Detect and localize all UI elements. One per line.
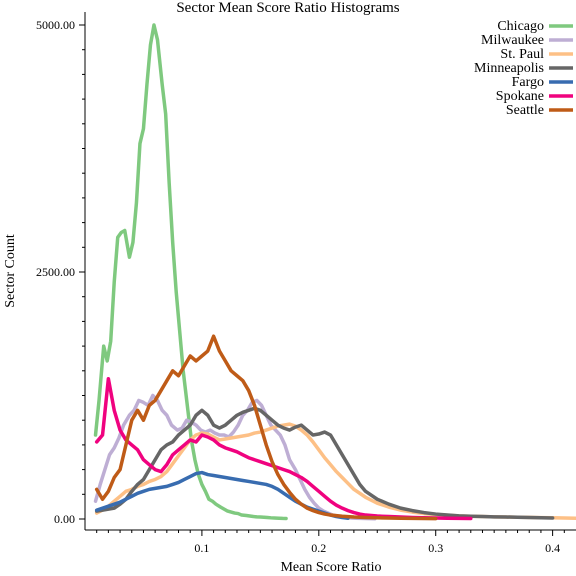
series-line-minneapolis [94, 406, 555, 520]
legend-label-milwaukee: Milwaukee [481, 33, 544, 48]
x-tick-label: 0.2 [311, 541, 326, 555]
y-tick-label: 2500.00 [36, 265, 75, 279]
y-tick-label: 0.00 [54, 512, 75, 526]
y-axis-label: Sector Count [3, 234, 18, 308]
x-tick-label: 0.3 [428, 541, 443, 555]
y-tick-label: 5000.00 [36, 18, 75, 32]
series-line-spokane [94, 376, 473, 521]
series-lines [93, 23, 576, 521]
legend-label-fargo: Fargo [512, 75, 544, 90]
legend-label-st-paul: St. Paul [500, 47, 544, 62]
legend-label-chicago: Chicago [497, 19, 544, 34]
y-axis-ticks: 0.00 2500.00 5000.00 [36, 18, 85, 526]
x-tick-label: 0.1 [194, 541, 209, 555]
x-tick-label: 0.4 [545, 541, 560, 555]
x-axis-label: Mean Score Ratio [280, 560, 381, 575]
chart-title: Sector Mean Score Ratio Histograms [176, 0, 399, 16]
x-axis-ticks: 0.1 0.2 0.3 0.4 [96, 530, 565, 555]
legend-label-seattle: Seattle [506, 103, 544, 118]
legend-label-spokane: Spokane [496, 89, 544, 104]
series-line-seattle [94, 334, 438, 521]
legend-label-minneapolis: Minneapolis [474, 61, 544, 76]
series-line-chicago [93, 23, 288, 521]
